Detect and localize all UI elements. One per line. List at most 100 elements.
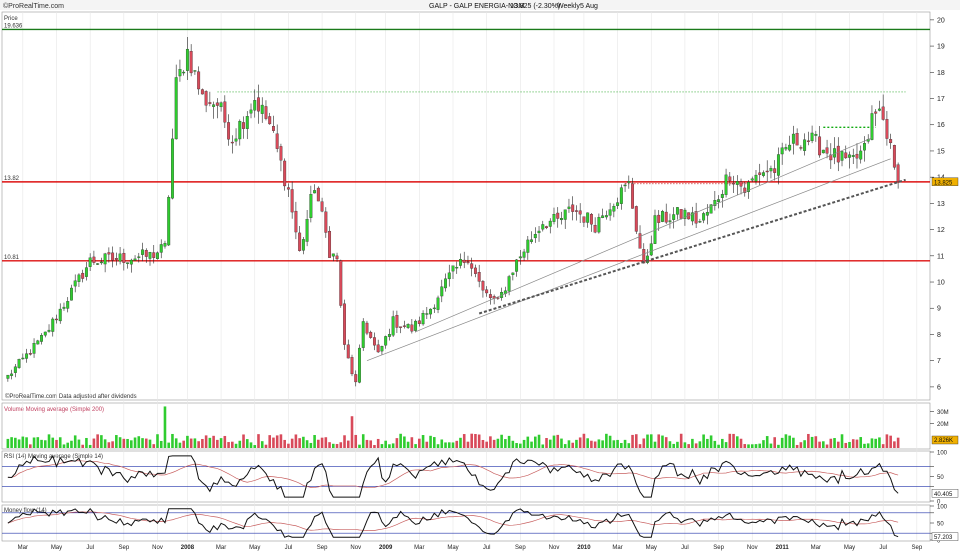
candle-body [414, 320, 418, 331]
volume-bar [272, 437, 275, 448]
price-tick-label: 10 [937, 280, 945, 287]
volume-bar [444, 442, 447, 448]
candle-body [799, 147, 803, 149]
volume-bar [822, 441, 825, 448]
volume-bar [874, 438, 877, 448]
candle-body [242, 122, 245, 129]
volume-bar [466, 441, 470, 448]
volume-bar [156, 434, 159, 448]
candle-body [724, 174, 728, 195]
volume-bar [115, 435, 118, 448]
candle-body [668, 220, 672, 223]
volume-bar [848, 441, 851, 448]
volume-bar [103, 439, 107, 448]
candle-body [769, 168, 773, 172]
price-tick-label: 12 [937, 227, 945, 234]
candle-body [264, 106, 268, 119]
x-tick-label: May [844, 545, 855, 551]
candle-body [803, 139, 807, 151]
candle-body [863, 143, 866, 151]
candle-body [739, 181, 743, 187]
volume-bar [477, 434, 481, 448]
volume-bar [88, 444, 92, 448]
candle-body [204, 91, 208, 106]
price-tick-label: 15 [937, 148, 945, 155]
volume-bar [201, 438, 204, 448]
candle-body [859, 150, 863, 160]
candle-body [70, 287, 73, 301]
volume-bar [313, 435, 316, 448]
volume-bar [769, 443, 773, 448]
candle-body [316, 187, 320, 202]
candle-body [694, 211, 698, 224]
candle-body [335, 255, 339, 260]
candle-body [541, 224, 545, 230]
volume-bar [590, 440, 593, 448]
volume-bar [343, 435, 346, 448]
price-tick-label: 18 [937, 70, 945, 77]
volume-bar [657, 434, 661, 448]
volume-bar [197, 441, 200, 448]
candle-body [189, 51, 193, 74]
candle-body [96, 263, 100, 265]
candle-body [212, 104, 216, 107]
volume-bar [646, 434, 649, 448]
volume-last-tag [931, 435, 959, 445]
candle-body [447, 272, 451, 280]
volume-bar [683, 442, 687, 448]
candle-body [36, 340, 40, 345]
volume-bar [268, 435, 272, 448]
volume-bar [249, 442, 253, 448]
candle-body [328, 230, 332, 258]
volume-bar [298, 438, 301, 448]
candle-body [821, 149, 825, 154]
candle-body [223, 101, 227, 123]
volume-bar [447, 442, 451, 448]
osc-last-tag [931, 489, 959, 498]
volume-bar [747, 444, 750, 448]
x-tick-label: May [51, 545, 62, 551]
candle-body [193, 70, 197, 72]
volume-bar [462, 434, 466, 448]
volume-bar [309, 442, 313, 448]
volume-bar [361, 434, 365, 448]
volume-bar [346, 440, 350, 448]
candle-body [892, 145, 896, 168]
volume-bar [51, 437, 55, 448]
volume-bar [208, 437, 212, 448]
volume-bar [567, 440, 571, 448]
candle-body [582, 216, 586, 223]
candle-body [305, 219, 309, 242]
candle-body [496, 297, 500, 299]
candle-body [455, 266, 459, 269]
volume-bar [702, 434, 705, 448]
volume-bar [425, 441, 429, 448]
volume-bar [676, 441, 679, 448]
candle-body [526, 239, 530, 253]
candle-body [795, 133, 799, 146]
volume-bar [664, 437, 668, 448]
volume-bar [511, 440, 515, 448]
volume-bar [582, 433, 586, 448]
candle-body [589, 214, 593, 225]
volume-bar [866, 443, 870, 448]
volume-bar [275, 435, 279, 448]
volume-bar [391, 443, 395, 448]
candle-body [369, 331, 373, 338]
volume-bar [10, 437, 13, 448]
volume-bar [399, 433, 402, 448]
volume-bar [339, 442, 343, 448]
volume-bar [440, 439, 444, 448]
candle-body [690, 212, 694, 222]
x-tick-label: Sep [515, 545, 526, 551]
candle-body [780, 147, 784, 155]
candle-body [313, 190, 317, 194]
x-tick-label: Jul [681, 545, 689, 551]
candle-body [634, 206, 638, 232]
candle-body [881, 106, 885, 120]
volume-bar [840, 434, 844, 448]
candle-body [661, 211, 664, 222]
volume-bar [889, 435, 892, 448]
candle-body [185, 48, 189, 71]
candle-body [320, 201, 324, 212]
